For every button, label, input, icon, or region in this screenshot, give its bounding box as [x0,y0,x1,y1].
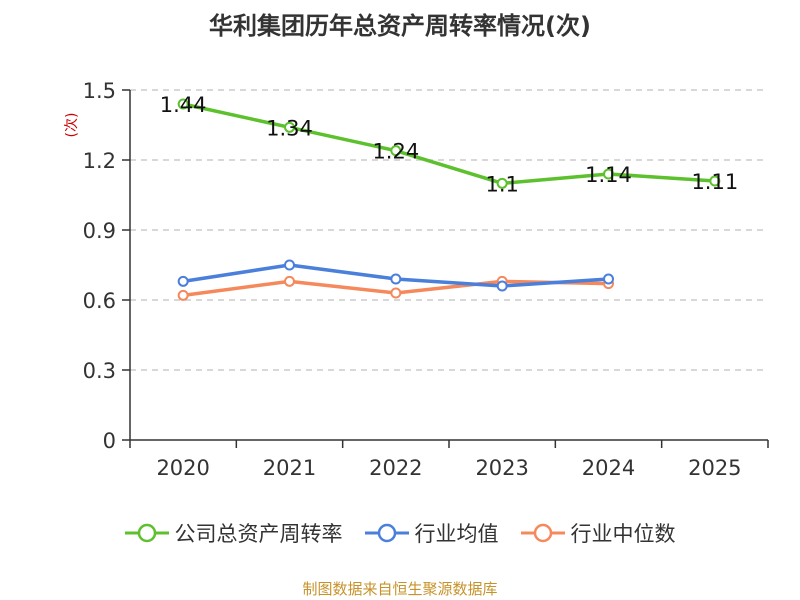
x-tick-label: 2020 [156,456,209,480]
data-point-series-1 [709,175,721,187]
data-label: 1.44 [160,93,207,117]
data-point-series-2 [390,273,402,285]
legend-item-series-3[interactable]: 行业中位数 [520,518,676,548]
data-point-series-1 [496,177,508,189]
data-label: 1.1 [485,172,518,196]
line-chart: 0 0.3 0.6 0.9 1.2 1.5(次) 2020 2021 2022 2023 2024 2… [64,79,769,480]
y-tick-label: 0.3 [83,359,116,383]
data-label: 1.34 [266,116,313,140]
data-point-series-1 [603,168,614,180]
data-point-series-3 [284,275,295,287]
data-point-series-1 [177,98,189,110]
data-point-series-2 [284,259,295,271]
data-label: 1.14 [585,163,632,187]
x-tick-label: 2022 [369,456,422,480]
y-tick-label: 0.9 [83,219,116,243]
series-line-1 [182,102,715,186]
data-point-series-3 [390,287,402,299]
x-tick-label: 2023 [475,456,528,480]
data-point-series-1 [390,145,402,157]
legend-label-series-2: 行业均值 [414,522,499,546]
data-point-series-3 [177,289,189,301]
legend-line-circle-icon [124,523,169,543]
source-note: 制图数据来自恒生聚源数据库 [302,580,498,598]
legend-line-circle-icon [520,523,565,543]
legend-label-series-3: 行业中位数 [570,522,676,546]
data-point-series-1 [284,121,295,133]
y-tick-label: 0.6 [83,289,116,313]
y-tick-label: 0 [103,429,116,453]
legend-item-series-2[interactable]: 行业均值 [364,518,499,548]
data-point-series-2 [603,273,614,285]
data-point-series-2 [496,280,508,292]
y-axis-label: (次) [64,113,80,138]
x-tick-label: 2025 [688,456,741,480]
y-tick-label: 1.5 [83,79,116,103]
legend-item-series-1[interactable]: 公司总资产周转率 [124,518,343,548]
legend: 公司总资产周转率 行业均值 行业中位数 [0,518,800,548]
legend-label-series-1: 公司总资产周转率 [174,522,343,546]
data-label: 1.11 [691,170,738,194]
chart-title: 华利集团历年总资产周转率情况(次) [209,12,591,40]
x-tick-label: 2024 [582,456,635,480]
x-tick-label: 2021 [263,456,316,480]
y-tick-label: 1.2 [83,149,116,173]
legend-line-circle-icon [364,523,409,543]
data-label: 1.24 [372,140,419,164]
data-point-series-2 [177,275,189,287]
